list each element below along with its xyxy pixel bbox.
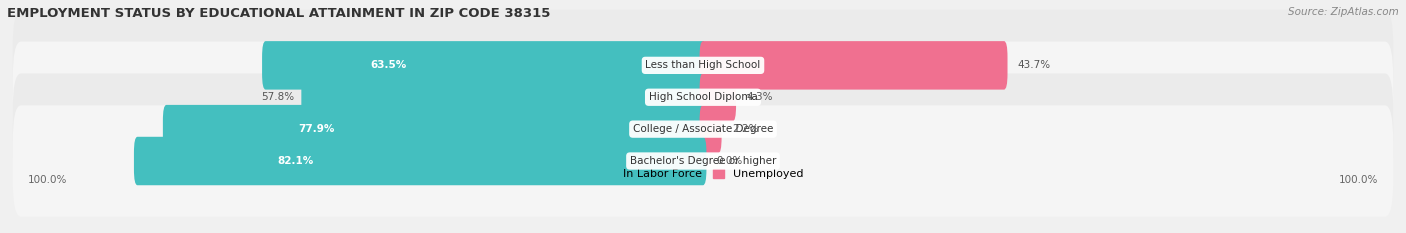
FancyBboxPatch shape bbox=[262, 41, 706, 90]
Text: 57.8%: 57.8% bbox=[262, 92, 294, 102]
Text: EMPLOYMENT STATUS BY EDUCATIONAL ATTAINMENT IN ZIP CODE 38315: EMPLOYMENT STATUS BY EDUCATIONAL ATTAINM… bbox=[7, 7, 550, 20]
Text: 4.3%: 4.3% bbox=[747, 92, 773, 102]
FancyBboxPatch shape bbox=[700, 73, 737, 121]
Text: 0.0%: 0.0% bbox=[717, 156, 742, 166]
FancyBboxPatch shape bbox=[134, 137, 706, 185]
Text: 77.9%: 77.9% bbox=[298, 124, 335, 134]
Legend: In Labor Force, Unemployed: In Labor Force, Unemployed bbox=[598, 165, 808, 184]
Text: Bachelor's Degree or higher: Bachelor's Degree or higher bbox=[630, 156, 776, 166]
Text: 82.1%: 82.1% bbox=[277, 156, 314, 166]
Text: Less than High School: Less than High School bbox=[645, 60, 761, 70]
Text: 43.7%: 43.7% bbox=[1018, 60, 1050, 70]
FancyBboxPatch shape bbox=[13, 41, 1393, 153]
Text: 63.5%: 63.5% bbox=[370, 60, 406, 70]
FancyBboxPatch shape bbox=[700, 105, 721, 153]
Text: Source: ZipAtlas.com: Source: ZipAtlas.com bbox=[1288, 7, 1399, 17]
FancyBboxPatch shape bbox=[700, 41, 1008, 90]
Text: High School Diploma: High School Diploma bbox=[648, 92, 758, 102]
Text: 2.2%: 2.2% bbox=[733, 124, 758, 134]
FancyBboxPatch shape bbox=[13, 105, 1393, 217]
FancyBboxPatch shape bbox=[13, 73, 1393, 185]
FancyBboxPatch shape bbox=[13, 10, 1393, 121]
FancyBboxPatch shape bbox=[163, 105, 706, 153]
FancyBboxPatch shape bbox=[301, 73, 706, 121]
Text: 100.0%: 100.0% bbox=[1339, 175, 1378, 185]
Text: 100.0%: 100.0% bbox=[28, 175, 67, 185]
Text: College / Associate Degree: College / Associate Degree bbox=[633, 124, 773, 134]
